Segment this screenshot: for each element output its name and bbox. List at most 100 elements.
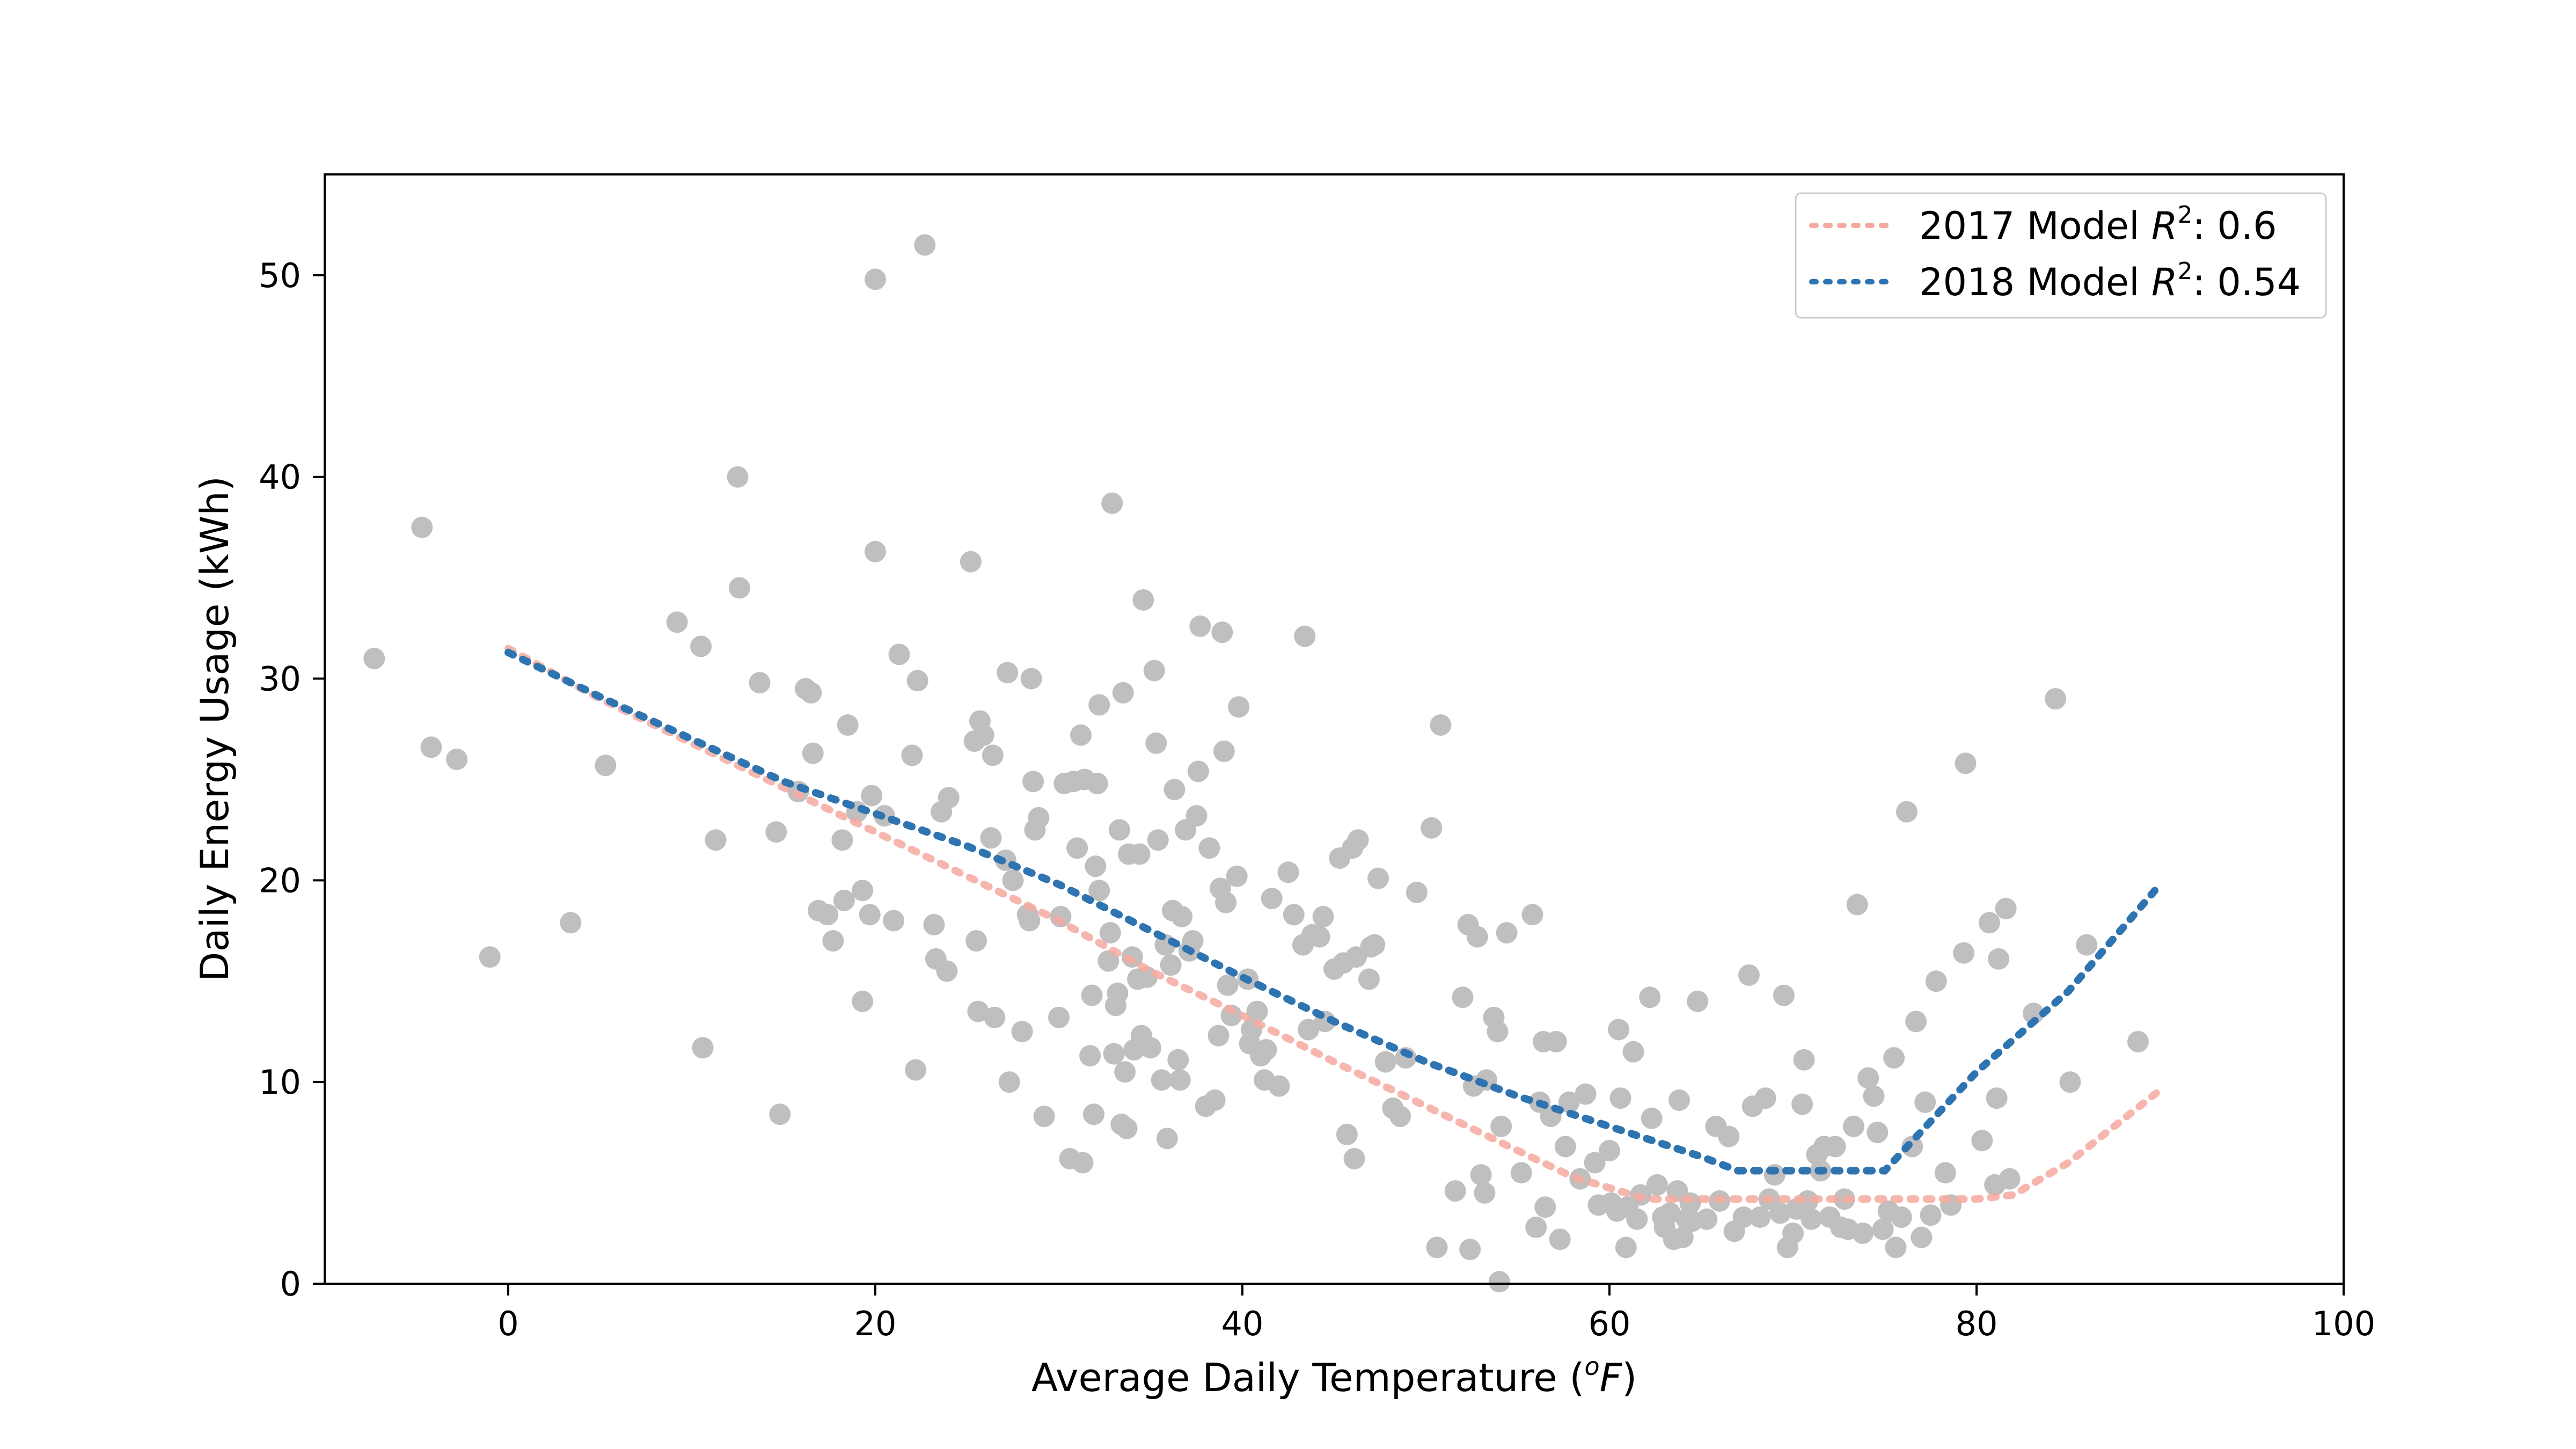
scatter-point [1801,1208,1823,1230]
scatter-point [997,662,1019,684]
scatter-point [1584,1152,1606,1174]
scatter-point [1905,1011,1927,1033]
scatter-point [1085,855,1107,877]
scatter-point [923,914,945,935]
scatter-point [1367,867,1389,889]
scatter-point [1129,843,1151,865]
scatter-point [1890,1206,1912,1228]
scatter-point [1406,881,1428,903]
scatter-point [692,1037,714,1059]
scatter-point [1545,1031,1567,1052]
scatter-point [1364,934,1386,956]
scatter-point [1738,964,1760,986]
scatter-point [1988,948,2009,970]
scatter-point [1842,1115,1864,1137]
scatter-point [905,1059,927,1081]
scatter-point [1389,1106,1411,1128]
scatter-point [1070,724,1092,746]
scatter-point [1145,732,1167,754]
legend-2017-label: 2017 Model R2: 0.6 [1919,201,2277,248]
scatter-point [1534,1196,1556,1218]
scatter-point [1185,805,1208,827]
scatter-point [865,540,886,562]
scatter-point [1953,942,1975,964]
y-tick-label: 50 [259,256,301,295]
scatter-point [833,889,855,911]
scatter-point [1955,752,1977,774]
scatter-point [1187,760,1209,782]
scatter-point [1261,888,1283,910]
y-axis-label: Daily Energy Usage (kWh) [192,476,237,982]
scatter-point [1147,829,1169,851]
scatter-point [861,785,883,807]
scatter-point [1114,1061,1136,1083]
scatter-point [1208,1024,1230,1046]
scatter-point [1554,1136,1576,1158]
scatter-point [1072,1152,1094,1174]
scatter-point [972,724,994,746]
scatter-point [901,744,923,766]
scatter-point [1521,904,1543,926]
scatter-point [852,880,874,902]
scatter-point [1374,1051,1396,1073]
scatter-point [1283,904,1305,926]
x-axis-ticks: 0 20 40 60 80 100 [497,1284,2375,1343]
scatter-point [1086,773,1108,794]
scatter-point [1639,986,1661,1008]
scatter-point [1421,817,1443,839]
scatter-point [1641,1107,1663,1129]
scatter-points [363,234,2149,1293]
scatter-point [831,829,853,851]
x-tick-label: 100 [2312,1304,2375,1343]
scatter-point [727,466,749,488]
scatter-point [1116,1117,1138,1139]
scatter-point [1033,1106,1055,1128]
x-tick-label: 0 [497,1304,518,1343]
scatter-point [1268,1075,1290,1097]
scatter-point [1151,1069,1173,1091]
scatter-point [420,736,442,758]
scatter-point [595,755,617,777]
x-tick-label: 80 [1956,1304,1998,1343]
scatter-point [1575,1083,1597,1105]
scatter-point [1487,1021,1509,1043]
scatter-point [705,829,727,851]
scatter-point [1099,922,1121,944]
scatter-point [479,946,501,968]
scatter-point [1474,1182,1496,1204]
scatter-point [980,827,1002,849]
scatter-point [883,910,905,932]
scatter-point [1488,1271,1510,1293]
scatter-point [1213,740,1235,762]
scatter-point [1171,906,1193,927]
scatter-point [1626,1208,1648,1230]
scatter-point [1769,1202,1791,1224]
scatter-point [1608,1019,1630,1041]
scatter-point [1659,1202,1681,1224]
scatter-point [666,611,688,633]
scatter-point [1160,954,1182,976]
scatter-point [1215,891,1237,913]
scatter-point [822,930,844,952]
scatter-point [1277,861,1299,883]
scatter-point [859,904,881,926]
scatter-point [1048,1006,1070,1028]
scatter-point [1132,589,1154,611]
scatter-point [1107,982,1129,1004]
scatter-point [1773,984,1795,1006]
scatter-point [1347,829,1369,851]
model-line-2017 [504,645,2164,1203]
scatter-point [1255,1039,1277,1061]
scatter-point [749,672,771,694]
scatter-point [1198,837,1220,859]
scatter-point [1452,986,1474,1008]
scatter-point [1019,910,1041,932]
scatter-point [1911,1226,1933,1248]
scatter-point [1609,1087,1631,1109]
scatter-point [960,551,982,573]
scatter-point [1971,1130,1993,1152]
scatter-point [1294,625,1316,647]
y-tick-label: 20 [259,861,301,900]
scatter-point [998,1071,1020,1093]
scatter-point [1083,1103,1104,1125]
